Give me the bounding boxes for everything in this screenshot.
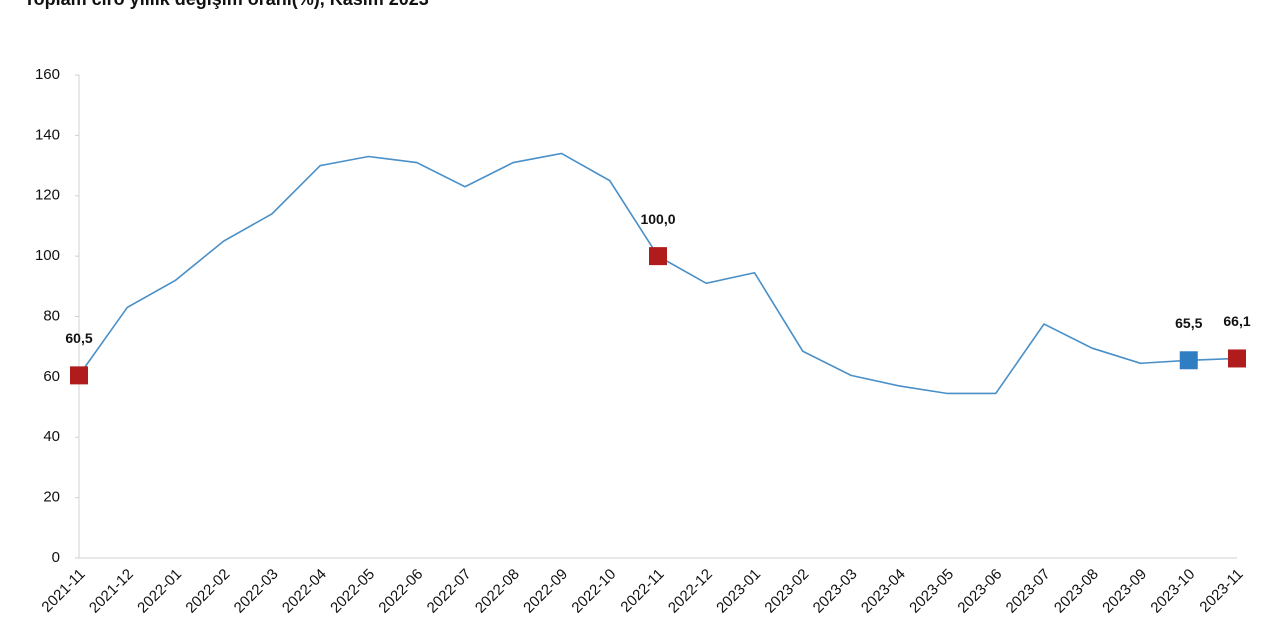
x-tick-label: 2023-03: [810, 566, 861, 617]
y-tick-label: 60: [43, 368, 60, 385]
y-tick-label: 80: [43, 307, 60, 324]
x-tick-label: 2023-06: [954, 566, 1005, 617]
x-tick-label: 2023-08: [1051, 566, 1102, 617]
y-tick-label: 160: [35, 66, 60, 83]
value-label: 65,5: [1175, 315, 1202, 331]
x-tick-label: 2023-05: [906, 566, 957, 617]
x-tick-label: 2023-10: [1147, 566, 1198, 617]
y-tick-label: 100: [35, 247, 60, 264]
x-tick-label: 2022-09: [520, 566, 571, 617]
x-tick-label: 2022-01: [134, 566, 185, 617]
y-tick-label: 20: [43, 489, 60, 506]
marker: [1228, 349, 1246, 368]
x-tick-label: 2021-11: [38, 566, 88, 616]
y-tick-label: 0: [52, 549, 60, 566]
x-tick-label: 2022-07: [424, 566, 475, 617]
x-tick-label: 2022-10: [568, 566, 619, 617]
x-tick-label: 2023-01: [713, 566, 764, 617]
x-tick-label: 2021-12: [86, 566, 137, 617]
marker: [649, 247, 667, 266]
x-tick-label: 2022-08: [472, 566, 523, 617]
x-tick-label: 2022-02: [182, 566, 233, 617]
x-tick-label: 2022-06: [375, 566, 426, 617]
x-tick-label: 2023-02: [761, 566, 812, 617]
x-tick-label: 2023-11: [1196, 566, 1246, 616]
value-label: 60,5: [65, 330, 92, 346]
x-tick-label: 2022-04: [279, 566, 330, 617]
y-tick-label: 40: [43, 428, 60, 445]
x-tick-label: 2022-12: [665, 566, 716, 617]
marker: [1179, 351, 1198, 370]
x-tick-label: 2022-05: [327, 566, 378, 617]
marker: [70, 366, 88, 385]
y-tick-label: 120: [35, 187, 60, 204]
x-tick-label: 2022-11: [617, 566, 667, 616]
chart-title: Toplam ciro yıllık değişim oranı(%), Kas…: [24, 0, 429, 9]
x-tick-label: 2023-04: [858, 566, 909, 617]
x-tick-label: 2022-03: [231, 566, 282, 617]
value-label: 66,1: [1223, 313, 1250, 329]
value-label: 100,0: [640, 211, 675, 227]
line: [78, 152, 1238, 395]
x-tick-label: 2023-07: [1003, 566, 1054, 617]
y-tick-label: 140: [35, 126, 60, 143]
x-tick-label: 2023-09: [1099, 566, 1150, 617]
